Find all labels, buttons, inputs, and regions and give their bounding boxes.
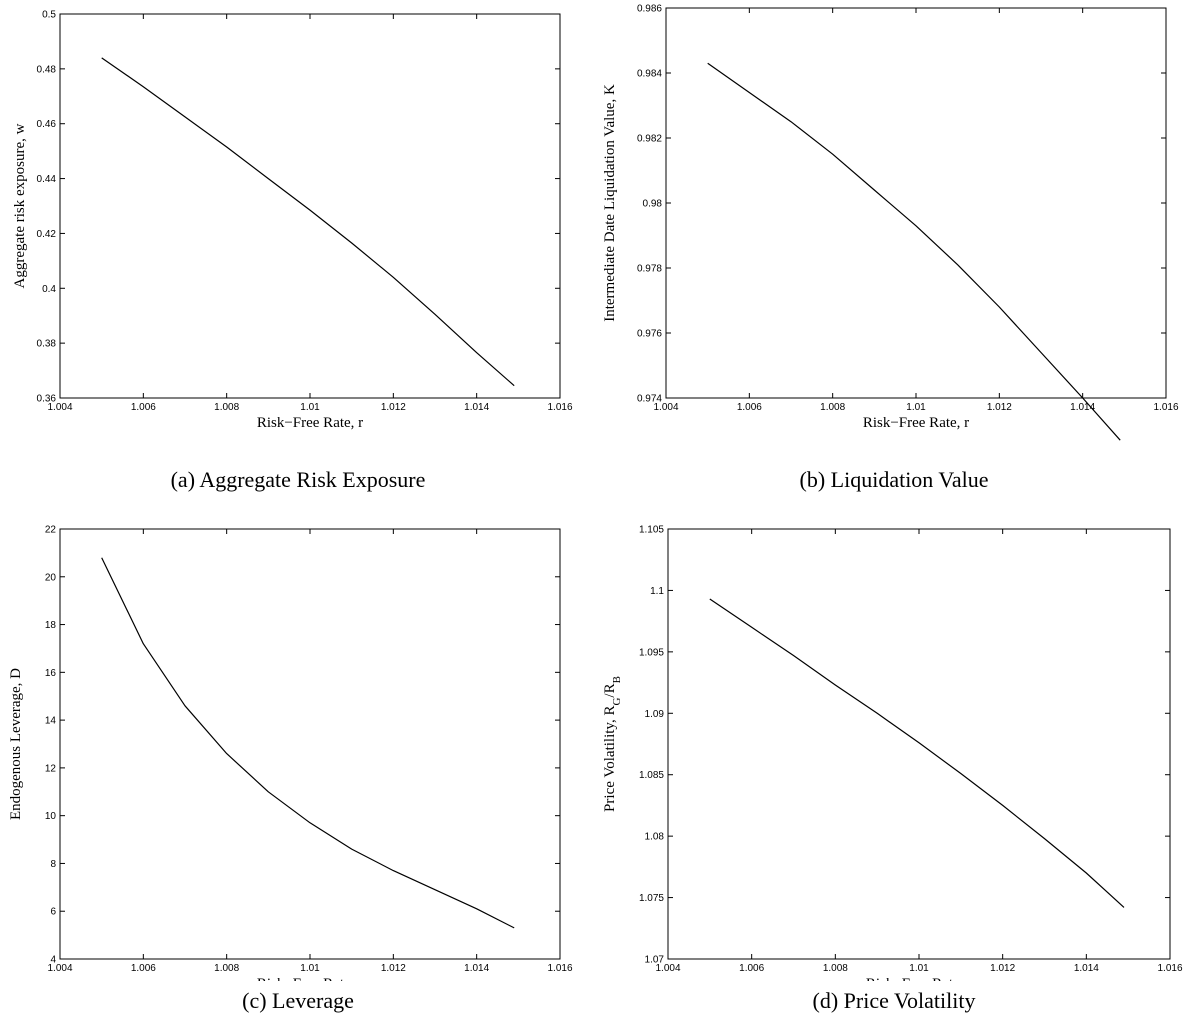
x-axis-label: Risk−Free Rate, r [257,415,363,431]
x-tick-label: 1.012 [381,963,406,974]
x-tick-label: 1.006 [131,963,156,974]
x-tick-label: 1.004 [653,402,678,413]
y-tick-label: 0.986 [637,4,662,15]
x-tick-label: 1.016 [1153,402,1178,413]
series-line-b [707,62,1121,441]
x-tick-label: 1.012 [987,402,1012,413]
series-line-d [709,598,1125,908]
y-axis-label: Aggregate risk exposure, w [12,123,28,288]
y-tick-label: 16 [45,668,57,679]
y-tick-label: 18 [45,620,57,631]
panel-a: 1.004 1.006 1.008 1.01 1.012 1.014 1.016 0.36 0.… [0,0,596,511]
x-tick-label: 1.016 [1157,963,1182,974]
y-tick-label: 0.48 [37,64,57,75]
y-tick-label: 20 [45,572,57,583]
plot-frame-a [59,13,561,399]
x-tick-label: 1.014 [1070,402,1095,413]
y-tick-label: 4 [50,955,56,966]
x-tick-label: 1.014 [1074,963,1099,974]
x-tick-label: 1.01 [906,402,926,413]
x-tick-label: 1.006 [739,963,764,974]
x-axis-label: Risk−Free Rate, r [863,415,969,431]
y-tick-label: 6 [50,907,56,918]
y-axis-label: Endogenous Leverage, D [8,668,24,820]
y-tick-label: 0.982 [637,134,662,145]
caption-a: (a) Aggregate Risk Exposure [170,467,426,492]
x-tick-label: 1.016 [547,963,572,974]
y-tick-label: 1.075 [639,893,664,904]
chart-c: 1.004 1.006 1.008 1.01 1.012 1.014 1.016 4 6 8 10 1… [8,525,573,982]
plot-frame-c [59,528,561,960]
y-tick-label: 1.07 [645,955,665,966]
x-tick-label: 1.004 [655,963,680,974]
y-tick-label: 8 [50,859,56,870]
y-tick-label: 0.974 [637,394,662,405]
x-tick-label: 1.012 [381,402,406,413]
y-tick-label: 0.44 [37,174,57,185]
x-axis-label: Risk−Free Rate, r [257,976,363,981]
y-tick-label: 1.105 [639,525,664,536]
y-axis-label: Price Volatility, RG/RB [602,676,623,812]
x-tick-label: 1.012 [990,963,1015,974]
y-tick-label: 0.42 [37,229,57,240]
y-tick-label: 0.984 [637,69,662,80]
y-tick-label: 10 [45,811,57,822]
y-tick-label: 0.4 [42,284,56,295]
y-tick-label: 1.095 [639,647,664,658]
panel-c: 1.004 1.006 1.008 1.01 1.012 1.014 1.016 4 6 8 10 1… [0,511,596,1022]
panel-d: 1.004 1.006 1.008 1.01 1.012 1.014 1.016 1.07 1.… [596,511,1192,1022]
x-tick-label: 1.01 [300,402,320,413]
series-line-c [101,557,515,929]
chart-b: 1.004 1.006 1.008 1.01 1.012 1.014 1.016 0.974 0… [602,4,1179,441]
x-tick-label: 1.014 [464,402,489,413]
y-tick-label: 12 [45,763,57,774]
y-tick-label: 0.36 [37,394,57,405]
y-axis-label: Intermediate Date Liquidation Value, K [602,84,618,322]
x-tick-label: 1.008 [820,402,845,413]
x-tick-label: 1.006 [131,402,156,413]
x-tick-label: 1.01 [909,963,929,974]
plot-frame-b [665,7,1167,399]
x-axis-label: Risk−Free Rate, r [866,976,972,981]
y-tick-label: 0.976 [637,329,662,340]
y-tick-label: 14 [45,716,57,727]
y-tick-label: 1.08 [645,832,665,843]
y-tick-label: 0.46 [37,119,57,130]
panel-b: 1.004 1.006 1.008 1.01 1.012 1.014 1.016 0.974 0… [596,0,1192,511]
series-line-a [101,57,515,387]
x-tick-label: 1.016 [547,402,572,413]
y-tick-label: 0.38 [37,339,57,350]
caption-c: (c) Leverage [242,988,354,1013]
chart-d: 1.004 1.006 1.008 1.01 1.012 1.014 1.016 1.07 1.… [602,525,1183,982]
x-tick-label: 1.008 [214,402,239,413]
chart-a: 1.004 1.006 1.008 1.01 1.012 1.014 1.016 0.36 0.… [12,10,573,432]
x-tick-label: 1.004 [47,402,72,413]
x-tick-label: 1.006 [737,402,762,413]
y-tick-label: 0.98 [643,199,663,210]
caption-b: (b) Liquidation Value [799,467,989,492]
y-tick-label: 0.5 [42,10,56,21]
x-tick-label: 1.014 [464,963,489,974]
plot-frame-d [667,528,1171,960]
caption-d: (d) Price Volatility [812,988,976,1013]
x-tick-label: 1.01 [300,963,320,974]
y-tick-label: 1.1 [650,586,664,597]
x-tick-label: 1.004 [47,963,72,974]
x-tick-label: 1.008 [214,963,239,974]
x-tick-label: 1.008 [823,963,848,974]
y-tick-label: 22 [45,525,57,536]
y-tick-label: 1.085 [639,770,664,781]
y-tick-label: 0.978 [637,264,662,275]
y-tick-label: 1.09 [645,709,665,720]
